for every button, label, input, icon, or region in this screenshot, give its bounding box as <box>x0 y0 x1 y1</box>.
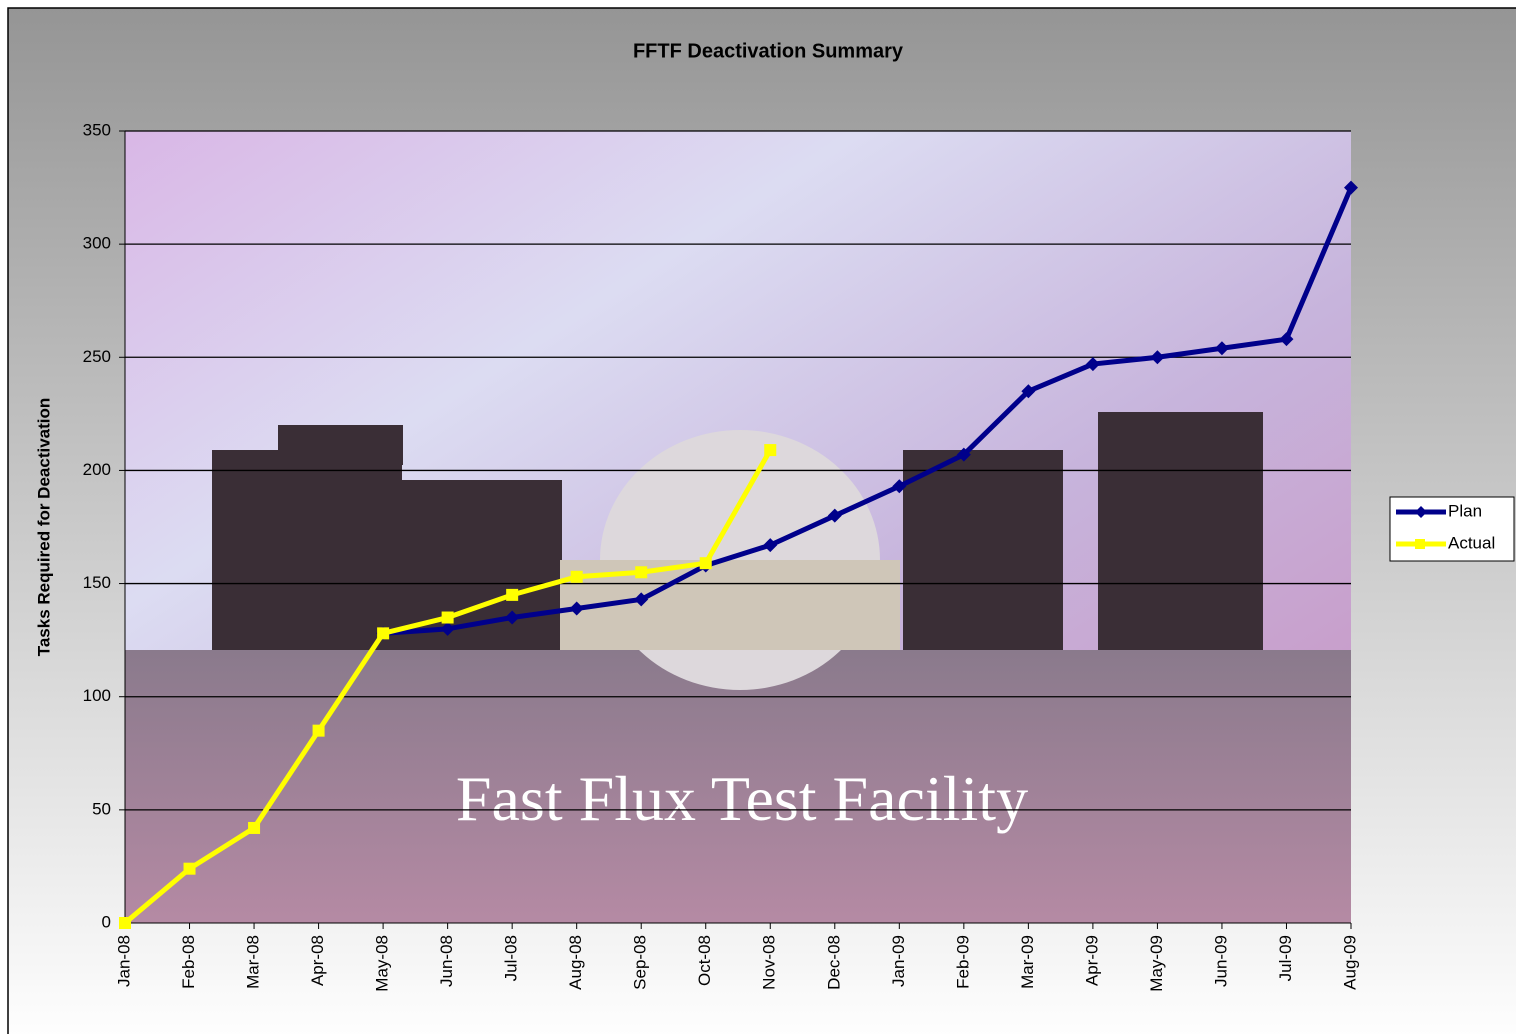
x-tick-label: Jan-09 <box>889 935 908 987</box>
data-point <box>764 444 776 456</box>
data-point <box>700 557 712 569</box>
x-tick-label: Feb-09 <box>953 935 972 989</box>
data-point <box>571 571 583 583</box>
y-axis-label: Tasks Required for Deactivation <box>34 398 53 657</box>
x-tick-label: May-09 <box>1147 935 1166 992</box>
x-tick-label: Feb-08 <box>179 935 198 989</box>
x-tick-label: Apr-09 <box>1082 935 1101 986</box>
y-tick-label: 200 <box>83 460 111 479</box>
y-tick-label: 300 <box>83 234 111 253</box>
data-point <box>119 917 131 929</box>
legend-label: Actual <box>1448 533 1495 552</box>
x-tick-label: Sep-08 <box>631 935 650 990</box>
data-point <box>313 725 325 737</box>
x-tick-label: Aug-08 <box>566 935 585 990</box>
legend-label: Plan <box>1448 501 1482 520</box>
x-tick-label: Mar-08 <box>244 935 263 989</box>
y-tick-label: 0 <box>102 912 111 931</box>
chart-title: FFTF Deactivation Summary <box>633 40 904 62</box>
x-tick-label: Apr-08 <box>308 935 327 986</box>
data-point <box>442 612 454 624</box>
x-tick-label: Jun-09 <box>1211 935 1230 987</box>
x-tick-label: Jul-09 <box>1276 935 1295 981</box>
y-tick-label: 50 <box>92 799 111 818</box>
x-tick-label: Aug-09 <box>1340 935 1359 990</box>
data-point <box>635 566 647 578</box>
x-tick-label: Mar-09 <box>1018 935 1037 989</box>
annotation: Fast Flux Test Facility <box>456 763 1028 834</box>
x-tick-label: Dec-08 <box>824 935 843 990</box>
x-tick-label: Jul-08 <box>502 935 521 981</box>
y-tick-label: 250 <box>83 347 111 366</box>
data-point <box>184 863 196 875</box>
x-tick-label: Jan-08 <box>114 935 133 987</box>
x-tick-label: May-08 <box>373 935 392 992</box>
x-tick-label: Oct-08 <box>695 935 714 986</box>
y-tick-label: 100 <box>83 686 111 705</box>
y-tick-label: 350 <box>83 120 111 139</box>
y-tick-label: 150 <box>83 573 111 592</box>
chart: Fast Flux Test Facility FFTF Deactivatio… <box>0 0 1516 1034</box>
data-point <box>506 589 518 601</box>
legend-marker <box>1415 539 1425 549</box>
data-point <box>248 822 260 834</box>
x-tick-label: Jun-08 <box>437 935 456 987</box>
data-point <box>377 627 389 639</box>
x-tick-label: Nov-08 <box>760 935 779 990</box>
